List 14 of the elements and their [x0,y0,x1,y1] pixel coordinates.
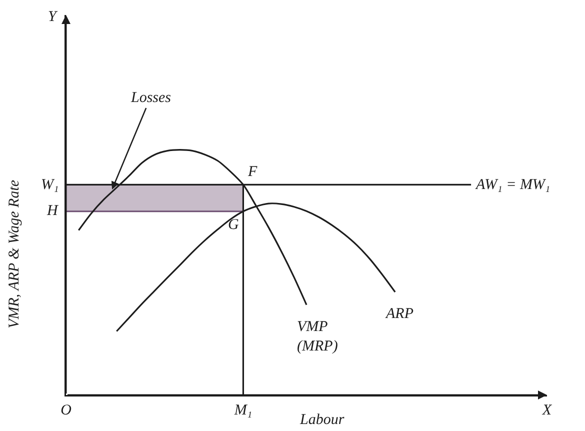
x-axis-title: Labour [299,412,344,428]
x-tick-label: O [60,402,72,418]
annotation: G [228,217,239,233]
annotation: H [46,203,59,219]
series-label: ARP [385,306,414,322]
annotation: W₁ [41,177,59,193]
x-tick-label: X [541,402,552,418]
annotation: F [247,164,258,180]
y-axis-title: VMR, ARP & Wage Rate [6,180,23,328]
x-tick-label: M₁ [233,402,252,418]
text: Y [48,9,58,25]
series-label: AW₁ = MW₁ [475,177,550,193]
text: Losses [130,90,172,106]
series-label: VMP (MRP) [297,319,338,354]
